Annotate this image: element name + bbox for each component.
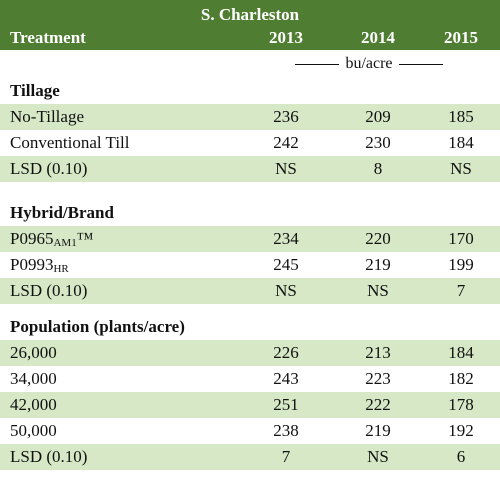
cell-2015: 199	[448, 255, 474, 274]
table-row: 50,000 238 219 192	[0, 418, 500, 444]
unit-row: bu/acre	[0, 50, 500, 78]
cell-2013: 226	[273, 343, 299, 362]
row-label: P0993HR	[10, 255, 69, 275]
table-row: LSD (0.10) NS 8 NS	[0, 156, 500, 182]
table-row: P0965AM1™ 234 220 170	[0, 226, 500, 252]
cell-2013: NS	[275, 281, 297, 300]
column-header-treatment: Treatment	[10, 28, 86, 47]
row-label: No-Tillage	[10, 107, 84, 126]
table-row: LSD (0.10) NS NS 7	[0, 278, 500, 304]
cell-2013: 242	[273, 133, 299, 152]
section-title-population: Population (plants/acre)	[10, 317, 185, 336]
table-row: No-Tillage 236 209 185	[0, 104, 500, 130]
cell-2013: 243	[273, 369, 299, 388]
cell-2014: 213	[365, 343, 391, 362]
cell-2015: NS	[450, 159, 472, 178]
cell-2014: NS	[367, 447, 389, 466]
table-header: S. Charleston Treatment 2013 2014 2015	[0, 0, 500, 50]
cell-2014: 223	[365, 369, 391, 388]
row-label: P0965AM1™	[10, 229, 94, 249]
cell-2013: 245	[273, 255, 299, 274]
cell-2014: 219	[365, 255, 391, 274]
cell-2014: 219	[365, 421, 391, 440]
row-label: LSD (0.10)	[10, 447, 88, 466]
cell-2015: 178	[448, 395, 474, 414]
unit-text: bu/acre	[345, 55, 393, 72]
cell-2015: 192	[448, 421, 474, 440]
cell-2015: 185	[448, 107, 474, 126]
cell-2015: 170	[448, 229, 474, 248]
cell-2015: 6	[456, 447, 466, 466]
cell-2015: 184	[448, 133, 474, 152]
cell-2013: 234	[273, 229, 299, 248]
cell-2013: 236	[273, 107, 299, 126]
table-row: 26,000 226 213 184	[0, 340, 500, 366]
cell-2013: NS	[275, 159, 297, 178]
cell-2014: NS	[367, 281, 389, 300]
table-row: Conventional Till 242 230 184	[0, 130, 500, 156]
cell-2014: 209	[365, 107, 391, 126]
row-label: LSD (0.10)	[10, 281, 88, 300]
row-label: 42,000	[10, 395, 57, 414]
table-row: 34,000 243 223 182	[0, 366, 500, 392]
unit-rule-right	[398, 63, 443, 65]
unit-label: bu/acre	[238, 55, 500, 73]
cell-2014: 220	[365, 229, 391, 248]
row-label: 26,000	[10, 343, 57, 362]
table-row: 42,000 251 222 178	[0, 392, 500, 418]
section-title-tillage: Tillage	[10, 81, 60, 100]
column-header-2015: 2015	[444, 28, 478, 47]
table-row: P0993HR 245 219 199	[0, 252, 500, 278]
cell-2013: 251	[273, 395, 299, 414]
section-title-hybrid-brand: Hybrid/Brand	[10, 203, 114, 222]
row-label: 50,000	[10, 421, 57, 440]
cell-2014: 222	[365, 395, 391, 414]
row-label: LSD (0.10)	[10, 159, 88, 178]
table-row: LSD (0.10) 7 NS 6	[0, 444, 500, 470]
cell-2014: 230	[365, 133, 391, 152]
column-header-2013: 2013	[269, 28, 303, 47]
cell-2014: 8	[373, 159, 383, 178]
location-title: S. Charleston	[200, 5, 300, 24]
cell-2015: 182	[448, 369, 474, 388]
row-label: Conventional Till	[10, 133, 130, 152]
cell-2013: 7	[281, 447, 291, 466]
cell-2015: 184	[448, 343, 474, 362]
unit-rule-left	[295, 63, 340, 65]
row-label: 34,000	[10, 369, 57, 388]
cell-2013: 238	[273, 421, 299, 440]
column-headers: Treatment 2013 2014 2015	[0, 26, 500, 50]
cell-2015: 7	[456, 281, 466, 300]
column-header-2014: 2014	[361, 28, 395, 47]
